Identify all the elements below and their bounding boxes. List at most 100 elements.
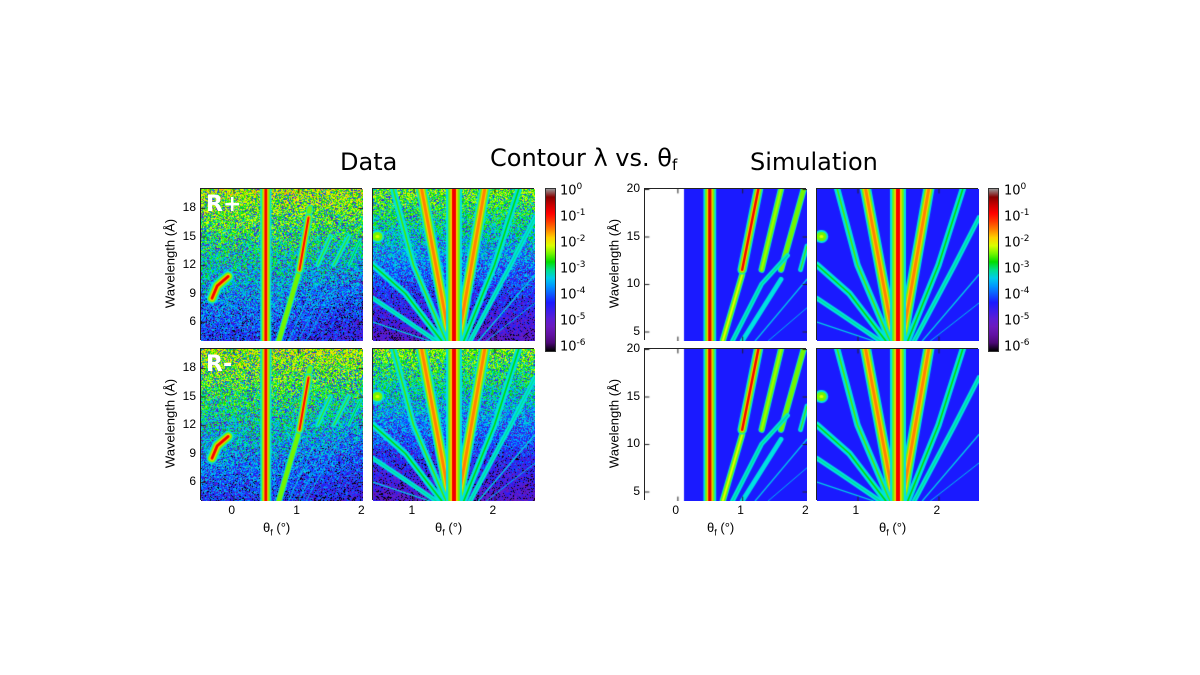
xlabel-unit: (°): [272, 520, 291, 535]
figure-title: Contour λ vs. θf: [490, 144, 677, 174]
data-heatmap-rminus-right: [372, 348, 535, 501]
xlabel-symbol: θ: [435, 520, 443, 535]
heatmap-canvas: [817, 189, 979, 341]
tick-exponent: -5: [576, 312, 586, 322]
tick-base: 10: [1004, 287, 1021, 303]
heatmap-canvas: [373, 349, 535, 501]
x-tick-label: 2: [358, 503, 365, 517]
simulation-colorbar: [988, 188, 999, 352]
y-tick-label: 10: [626, 276, 640, 290]
y-tick-label: 9: [189, 285, 196, 300]
x-axis-label: θf (°): [263, 520, 290, 538]
y-tick-label: 10: [626, 436, 640, 450]
data-heatmap-rplus-left: [200, 188, 363, 341]
y-tick-label: 12: [182, 257, 196, 271]
colorbar-tick-label: 10-5: [560, 312, 586, 328]
xlabel-symbol: θ: [879, 520, 887, 535]
colorbar-tick-label: 10-2: [560, 234, 586, 250]
tick-base: 10: [560, 183, 577, 199]
xlabel-unit: (°): [716, 520, 735, 535]
colorbar-tick-label: 10-6: [560, 338, 586, 354]
xlabel-symbol: θ: [707, 520, 715, 535]
xlabel-subscript: f: [714, 527, 717, 538]
xlabel-subscript: f: [886, 527, 889, 538]
title-subscript: f: [671, 156, 678, 174]
y-tick-label: 15: [626, 228, 640, 243]
x-tick-label: 0: [672, 503, 680, 517]
y-tick-label: 15: [182, 228, 196, 243]
data-heatmap-rminus-left: [200, 348, 363, 501]
colorbar-tick-label: 10-4: [1004, 286, 1030, 302]
tick-base: 10: [560, 209, 577, 225]
tick-base: 10: [1004, 209, 1021, 225]
x-axis-label: θf (°): [435, 520, 462, 538]
tick-exponent: -5: [1020, 312, 1030, 322]
tick-base: 10: [560, 261, 577, 277]
simulation-heatmap-rplus-left: [644, 188, 807, 341]
row-label: R+: [206, 192, 242, 217]
tick-base: 10: [1004, 183, 1021, 199]
colorbar-tick-label: 100: [1004, 182, 1026, 198]
colorbar-tick-label: 10-5: [1004, 312, 1030, 328]
heatmap-canvas: [373, 189, 535, 341]
tick-exponent: -4: [576, 286, 586, 296]
tick-base: 10: [1004, 261, 1021, 277]
tick-base: 10: [1004, 339, 1021, 355]
heatmap-canvas: [201, 349, 363, 501]
xlabel-unit: (°): [444, 520, 463, 535]
y-tick-label: 18: [182, 360, 196, 374]
tick-base: 10: [1004, 235, 1021, 251]
tick-base: 10: [560, 313, 577, 329]
colorbar-tick-label: 10-4: [560, 286, 586, 302]
tick-exponent: -3: [576, 260, 586, 270]
y-tick-label: 20: [626, 341, 640, 355]
row-label: R-: [206, 352, 233, 377]
colorbar-tick-label: 10-6: [1004, 338, 1030, 354]
tick-exponent: -6: [1020, 338, 1030, 348]
x-tick-label: 1: [737, 503, 744, 517]
x-tick-label: 1: [293, 503, 300, 517]
xlabel-subscript: f: [442, 527, 445, 538]
y-tick-label: 20: [626, 181, 640, 195]
y-axis-label: Wavelength (Å): [606, 378, 622, 469]
colorbar-tick-label: 10-3: [560, 260, 586, 276]
heatmap-canvas: [817, 349, 979, 501]
heatmap-canvas: [645, 189, 807, 341]
data-colorbar: [545, 188, 556, 352]
simulation-heatmap-rminus-right: [816, 348, 979, 501]
tick-base: 10: [560, 339, 577, 355]
tick-base: 10: [1004, 313, 1021, 329]
colorbar-tick-label: 100: [560, 182, 582, 198]
heatmap-canvas: [645, 349, 807, 501]
colorbar-tick-label: 10-2: [1004, 234, 1030, 250]
xlabel-unit: (°): [888, 520, 907, 535]
data-header: Data: [340, 148, 398, 176]
tick-exponent: 0: [576, 182, 583, 192]
simulation-heatmap-rminus-left: [644, 348, 807, 501]
simulation-heatmap-rplus-right: [816, 188, 979, 341]
y-axis-label: Wavelength (Å): [162, 378, 178, 469]
tick-base: 10: [560, 235, 577, 251]
tick-exponent: -1: [576, 208, 586, 218]
x-axis-label: θf (°): [879, 520, 906, 538]
x-axis-label: θf (°): [707, 520, 734, 538]
y-tick-label: 18: [182, 200, 196, 214]
tick-exponent: -2: [1020, 234, 1030, 244]
data-heatmap-rplus-right: [372, 188, 535, 341]
simulation-header: Simulation: [750, 148, 878, 176]
x-tick-label: 2: [489, 503, 497, 517]
y-axis-label: Wavelength (Å): [162, 218, 178, 309]
y-tick-label: 5: [633, 483, 640, 498]
tick-exponent: -6: [576, 338, 586, 348]
y-tick-label: 15: [626, 388, 640, 403]
x-tick-label: 0: [228, 503, 236, 517]
y-tick-label: 6: [189, 314, 196, 328]
colorbar-tick-label: 10-1: [1004, 208, 1030, 224]
y-tick-label: 5: [633, 323, 640, 338]
y-tick-label: 6: [189, 474, 196, 488]
y-tick-label: 12: [182, 417, 196, 431]
x-tick-label: 1: [408, 503, 416, 517]
tick-base: 10: [560, 287, 577, 303]
tick-exponent: -3: [1020, 260, 1030, 270]
